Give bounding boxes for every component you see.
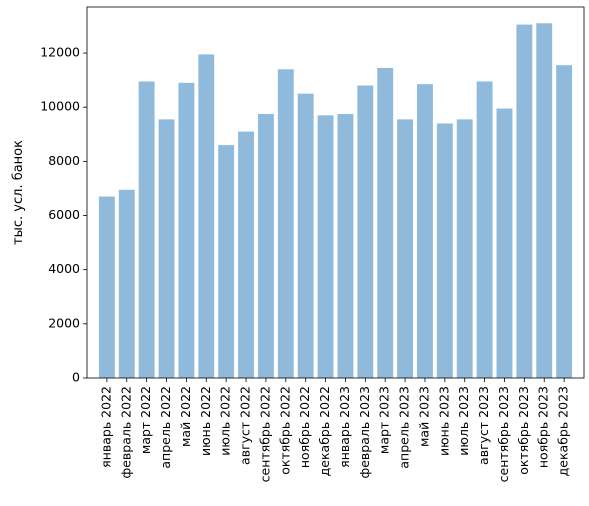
x-axis-ticks: январь 2022 февраль 2022 март 2022 апрель 2… — [98, 378, 571, 482]
x-tick-label: апрель 2022 — [158, 386, 173, 469]
bar — [516, 24, 533, 378]
x-tick-label: август 2023 — [476, 386, 491, 465]
x-tick-label: июнь 2023 — [436, 386, 451, 456]
x-tick-label: февраль 2023 — [357, 386, 372, 478]
bar — [317, 115, 334, 378]
x-tick-label: март 2022 — [138, 386, 153, 454]
x-tick-label: декабрь 2022 — [317, 386, 332, 476]
y-tick-label: 10000 — [40, 99, 80, 114]
bar — [536, 23, 553, 379]
x-tick-label: апрель 2023 — [397, 386, 412, 469]
bar — [98, 196, 115, 378]
x-tick-label: сентябрь 2022 — [257, 386, 272, 482]
bar — [118, 189, 135, 378]
bar — [198, 54, 215, 379]
y-tick-label: 2000 — [48, 315, 80, 330]
bar — [357, 85, 374, 379]
x-tick-label: август 2022 — [238, 386, 253, 465]
y-tick-label: 12000 — [40, 45, 80, 60]
bar — [218, 145, 235, 378]
x-tick-label: сентябрь 2023 — [496, 386, 511, 482]
y-tick-label: 6000 — [48, 207, 80, 222]
x-tick-label: февраль 2022 — [118, 386, 133, 478]
bar — [436, 123, 453, 379]
y-tick-label: 4000 — [48, 261, 80, 276]
x-tick-label: январь 2022 — [98, 386, 113, 468]
x-tick-label: май 2022 — [178, 386, 193, 447]
x-tick-label: июль 2022 — [218, 386, 233, 456]
x-tick-label: июль 2023 — [456, 386, 471, 456]
x-tick-label: октябрь 2022 — [277, 386, 292, 475]
bar — [496, 108, 513, 379]
bar — [397, 119, 414, 378]
x-tick-label: январь 2023 — [337, 386, 352, 468]
bars-group — [98, 23, 573, 379]
bar — [556, 65, 573, 378]
x-tick-label: март 2023 — [377, 386, 392, 454]
y-axis-ticks: 0 2000 4000 6000 8000 10000 12000 — [40, 45, 87, 385]
bar — [158, 119, 175, 378]
x-tick-label: октябрь 2023 — [516, 386, 531, 475]
plot-frame — [86, 6, 585, 379]
x-tick-label: ноябрь 2022 — [297, 386, 312, 468]
bar — [178, 82, 195, 378]
bar — [456, 119, 473, 378]
y-tick-label: 0 — [72, 370, 80, 385]
x-tick-label: май 2023 — [416, 386, 431, 447]
y-tick-label: 8000 — [48, 153, 80, 168]
bar — [417, 84, 433, 378]
bar — [297, 93, 314, 379]
bar — [476, 81, 493, 379]
bar — [277, 69, 294, 378]
bar — [138, 81, 155, 379]
bar — [257, 113, 274, 378]
bar — [337, 113, 354, 378]
x-tick-label: ноябрь 2023 — [536, 386, 551, 468]
y-axis-label: тыс. усл. банок — [11, 140, 26, 245]
x-tick-label: июнь 2022 — [198, 386, 213, 456]
bar — [238, 131, 254, 378]
bar — [377, 67, 394, 378]
x-tick-label: декабрь 2023 — [556, 386, 571, 476]
